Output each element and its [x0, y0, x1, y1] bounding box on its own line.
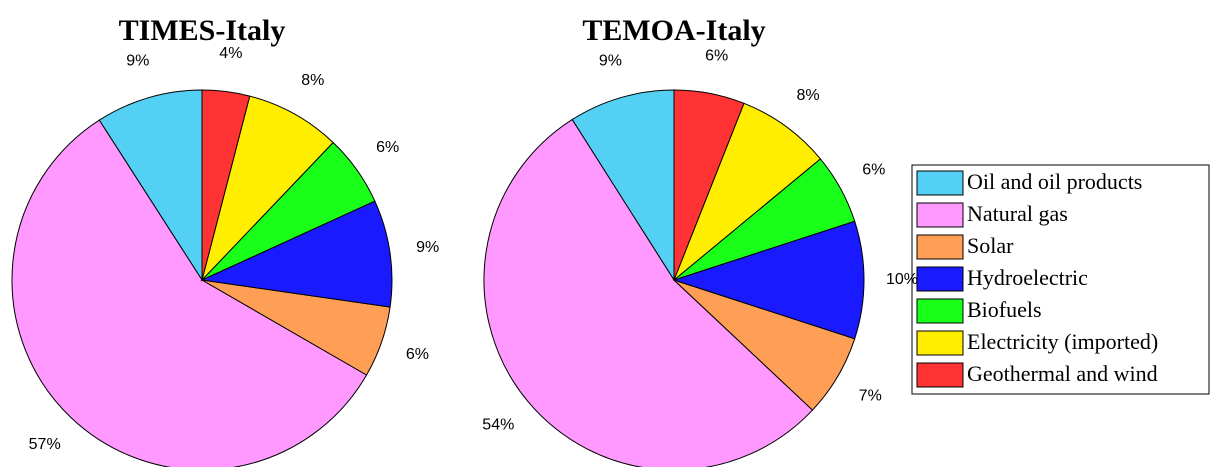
slice-label: 57% — [29, 436, 61, 453]
legend-label: Solar — [967, 233, 1014, 258]
legend-swatch — [916, 298, 964, 324]
legend-label: Geothermal and wind — [967, 361, 1158, 386]
pie-slice — [571, 89, 675, 282]
legend-label: Electricity (imported) — [967, 329, 1158, 354]
pie-slice — [201, 95, 334, 282]
legend-label: Hydroelectric — [967, 265, 1088, 290]
slice-label: 6% — [406, 346, 429, 363]
legend-swatch — [916, 362, 964, 388]
slice-label: 8% — [796, 87, 819, 104]
slice-label: 6% — [705, 47, 728, 64]
slice-label: 54% — [482, 417, 514, 434]
chart-title: TEMOA-Italy — [582, 14, 765, 47]
pie-slice — [200, 200, 393, 308]
slice-label: 7% — [859, 387, 882, 404]
pie-slice — [201, 89, 251, 281]
legend-swatch — [916, 330, 964, 356]
legend-label: Natural gas — [967, 201, 1068, 226]
slice-label: 4% — [219, 45, 242, 62]
slice-label: 9% — [416, 239, 439, 256]
pie-slice — [483, 118, 814, 467]
legend-label: Biofuels — [967, 297, 1042, 322]
pie-slice — [11, 119, 368, 467]
slice-label: 10% — [886, 271, 918, 288]
slice-label: 9% — [126, 52, 149, 69]
pie-slice — [673, 102, 822, 281]
legend-swatch — [916, 234, 964, 260]
slice-label: 9% — [599, 52, 622, 69]
legend-swatch — [916, 266, 964, 292]
pie-slice — [672, 220, 865, 340]
pie-slice — [98, 89, 203, 282]
slice-label: 6% — [376, 139, 399, 156]
legend-swatch — [916, 170, 964, 196]
pie-slice — [673, 89, 745, 281]
slice-label: 8% — [301, 72, 324, 89]
slice-label: 6% — [862, 161, 885, 178]
legend-swatch — [916, 202, 964, 228]
chart-title: TIMES-Italy — [119, 14, 286, 47]
legend-label: Oil and oil products — [967, 169, 1142, 194]
